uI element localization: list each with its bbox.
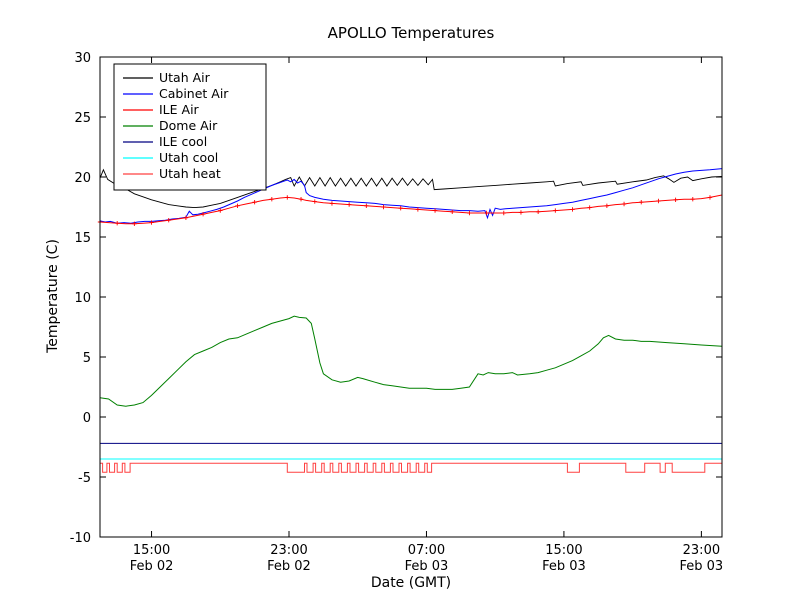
chart-title: APOLLO Temperatures: [327, 24, 495, 42]
legend-label-ile-cool: ILE cool: [159, 134, 207, 149]
legend-label-dome-air: Dome Air: [159, 118, 218, 133]
y-axis-label: Temperature (C): [45, 239, 61, 353]
x-tick-date: Feb 03: [405, 559, 449, 574]
x-tick-time: 15:00: [133, 543, 170, 558]
y-tick-label: 15: [74, 231, 91, 246]
x-tick-date: Feb 03: [542, 559, 586, 574]
series-line-cabinet-air: [99, 168, 723, 224]
y-tick-label: 0: [83, 411, 91, 426]
y-tick-label: -5: [78, 471, 91, 486]
series-markers-ile-air: [97, 195, 713, 226]
x-tick-date: Feb 03: [680, 559, 724, 574]
series-line-utah-heat: [100, 462, 722, 473]
legend-label-utah-cool: Utah cool: [159, 150, 218, 165]
y-tick-label: -10: [70, 531, 91, 546]
x-tick-date: Feb 02: [130, 559, 174, 574]
series-line-dome-air: [99, 315, 723, 407]
y-tick-label: 30: [74, 51, 91, 66]
x-tick-time: 23:00: [270, 543, 307, 558]
series-line-ile-air: [99, 194, 723, 225]
x-tick-time: 15:00: [545, 543, 582, 558]
y-tick-label: 10: [74, 291, 91, 306]
legend-label-ile-air: ILE Air: [159, 102, 200, 117]
x-tick-time: 23:00: [683, 543, 720, 558]
x-tick-time: 07:00: [408, 543, 445, 558]
y-tick-label: 5: [83, 351, 91, 366]
legend-label-utah-heat: Utah heat: [159, 166, 221, 181]
legend-box: [113, 63, 267, 191]
x-tick-date: Feb 02: [267, 559, 311, 574]
y-tick-label: 20: [74, 171, 91, 186]
legend-label-cabinet-air: Cabinet Air: [159, 86, 229, 101]
x-axis-label: Date (GMT): [370, 575, 452, 591]
legend-label-utah-air: Utah Air: [159, 70, 211, 85]
y-tick-label: 25: [74, 111, 91, 126]
series-line-utah-air: [99, 168, 723, 209]
